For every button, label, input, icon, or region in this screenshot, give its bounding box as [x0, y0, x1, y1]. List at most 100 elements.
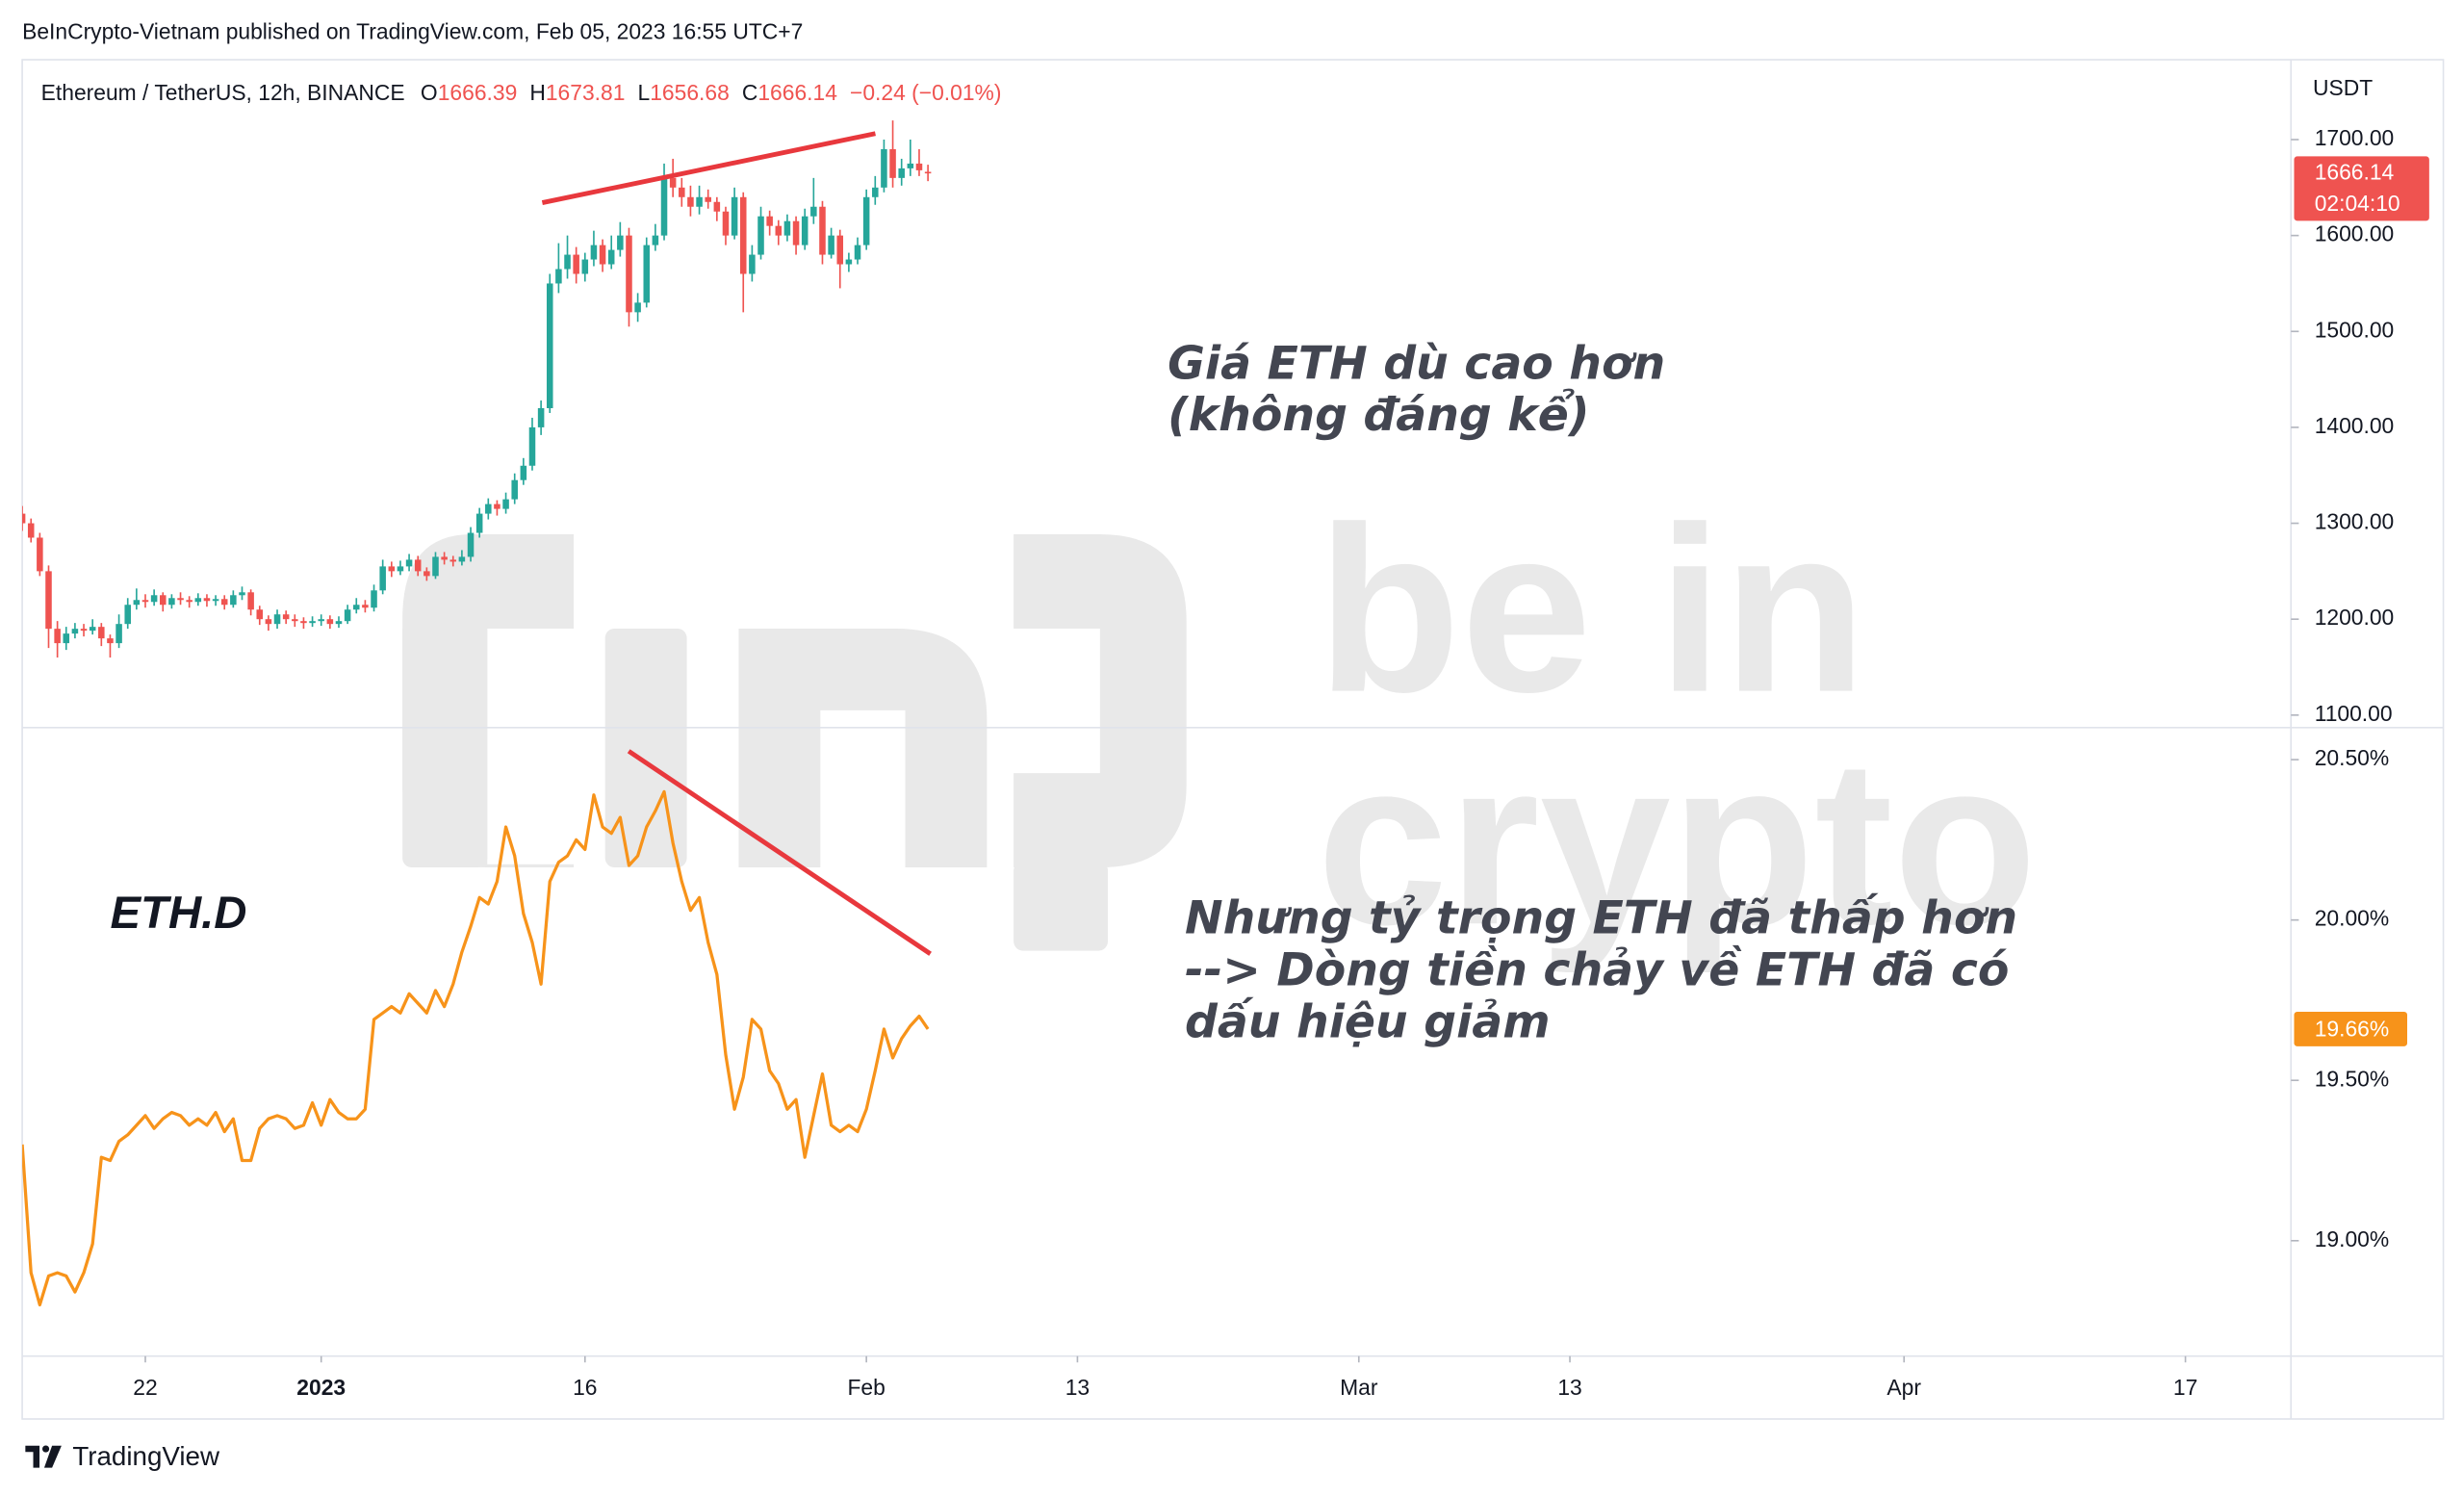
candle-body	[546, 283, 553, 408]
candle-body	[819, 206, 826, 255]
candle-body	[881, 148, 887, 188]
candle-body	[309, 621, 316, 624]
candle-body	[494, 503, 500, 509]
y-tick-label: 19.00%	[2315, 1226, 2389, 1251]
candle-body	[862, 196, 870, 245]
candle-body	[564, 254, 571, 270]
candle-body	[475, 513, 483, 533]
candle-body	[186, 600, 192, 603]
dominance-pane	[22, 789, 930, 1307]
candle-body	[739, 196, 747, 274]
candle-body	[362, 605, 369, 608]
candle-body	[318, 619, 324, 622]
candle-body	[854, 245, 861, 260]
publish-header: BeInCrypto-Vietnam published on TradingV…	[22, 18, 803, 43]
candle-body	[898, 168, 905, 178]
candle-body	[292, 619, 298, 622]
candle-body	[679, 187, 685, 197]
candle-body	[300, 621, 307, 624]
annotation: --> Dòng tiền chảy về ETH đã có	[1185, 943, 2009, 996]
watermark-text: crypto	[1317, 709, 2037, 973]
candle-body	[194, 598, 202, 603]
candle-body	[220, 599, 228, 606]
candle-body	[537, 407, 545, 427]
candle-body	[432, 556, 439, 577]
candle-body	[555, 269, 562, 284]
candle-body	[203, 598, 211, 602]
candle-body	[607, 249, 615, 265]
y-tick-label: 20.50%	[2315, 745, 2389, 770]
trend-line	[627, 749, 932, 956]
ohlc-label: O	[421, 80, 438, 105]
candle-body	[599, 245, 606, 265]
candle-body	[22, 513, 26, 524]
candle-body	[397, 566, 404, 572]
bar-countdown: 02:04:10	[2315, 191, 2400, 216]
candle-body	[573, 254, 579, 274]
candle-body	[643, 245, 651, 303]
candle-body	[212, 599, 219, 602]
candle-body	[371, 590, 377, 608]
candle-body	[775, 225, 783, 236]
x-tick-label: Mar	[1340, 1375, 1378, 1400]
y-tick-label: 1100.00	[2315, 701, 2393, 726]
chart-frame	[21, 59, 2445, 1420]
candle-body	[239, 592, 245, 596]
candle-body	[107, 638, 114, 644]
candle-body	[731, 196, 738, 236]
candle-body	[757, 216, 764, 255]
candle-body	[660, 177, 668, 236]
candle-body	[27, 523, 35, 538]
ohlc-value: 1673.81	[546, 80, 626, 105]
y-tick-label: 1600.00	[2315, 221, 2395, 246]
ohlc-label: L	[637, 80, 650, 105]
candle-body	[792, 220, 800, 245]
ohlc-value: 1656.68	[650, 80, 730, 105]
candle-body	[520, 465, 527, 480]
last-price-label: 1666.14	[2315, 159, 2395, 184]
candle-body	[528, 426, 536, 466]
candle-body	[696, 196, 703, 207]
symbol-legend: Ethereum / TetherUS, 12h, BINANCE O1666.3…	[41, 80, 1002, 105]
candle-body	[889, 148, 896, 178]
trend-line	[541, 131, 876, 205]
candle-body	[441, 556, 448, 560]
last-value-tag	[2294, 1011, 2407, 1046]
candle-body	[828, 235, 834, 255]
candle-body	[256, 609, 264, 620]
candle-body	[687, 196, 694, 207]
candle-body	[63, 633, 70, 644]
candle-body	[89, 627, 96, 632]
y-tick-label: 1700.00	[2315, 125, 2395, 150]
candle-body	[388, 566, 396, 572]
ohlc-label: H	[529, 80, 546, 105]
candle-body	[133, 600, 141, 606]
candle-body	[722, 211, 730, 236]
watermark-text: be in	[1317, 477, 1866, 741]
candle-body	[836, 235, 844, 265]
candle-body	[801, 216, 808, 245]
candle-body	[634, 302, 641, 313]
candle-body	[424, 571, 430, 577]
x-tick-label: Apr	[1886, 1375, 1921, 1400]
price-change: −0.24 (−0.01%)	[850, 80, 1001, 105]
candle-body	[467, 532, 475, 557]
ohlc-label: C	[742, 80, 757, 105]
candle-body	[98, 627, 105, 639]
series-line	[22, 789, 930, 1307]
x-tick-label: 22	[133, 1375, 157, 1400]
candle-body	[37, 537, 43, 572]
candle-body	[845, 259, 853, 265]
candle-body	[265, 619, 272, 625]
annotation: Nhưng tỷ trọng ETH đã thấp hơn	[1185, 892, 2017, 945]
x-tick-label: 2023	[296, 1375, 346, 1400]
candle-body	[160, 595, 167, 606]
candle-body	[230, 595, 237, 606]
candle-body	[766, 216, 773, 226]
candle-body	[177, 598, 184, 601]
candle-body	[71, 629, 79, 634]
candle-body	[502, 499, 509, 509]
candle-body	[45, 571, 52, 630]
